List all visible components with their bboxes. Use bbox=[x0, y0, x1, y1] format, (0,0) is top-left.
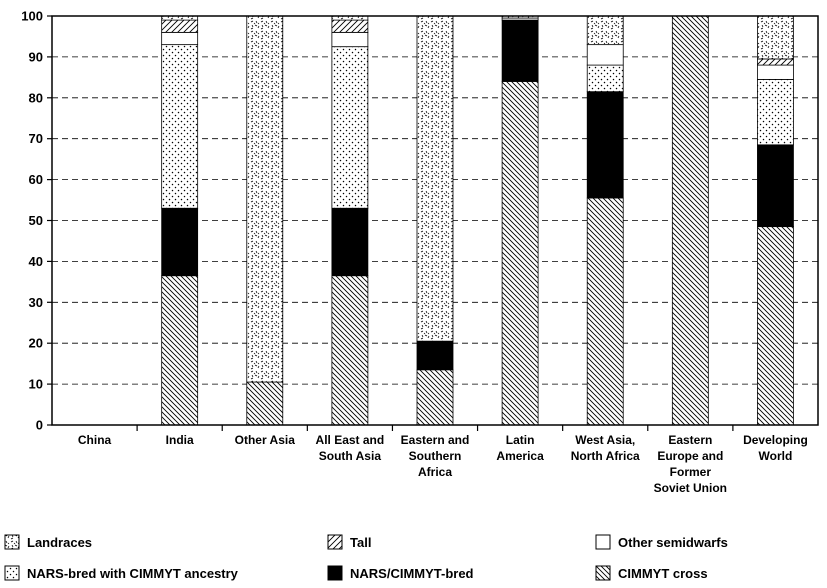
bar-segment-8-5 bbox=[757, 15, 794, 60]
legend: Landraces Tall Other semidwarfs NARS-bred w… bbox=[4, 534, 728, 581]
bar-segment-3-4 bbox=[331, 19, 369, 33]
bar-segment-7-0 bbox=[671, 15, 709, 426]
y-axis-ticks: 0 10 20 30 40 50 60 70 80 90 100 bbox=[21, 9, 52, 433]
bar-segment-2-5 bbox=[246, 15, 284, 383]
legend-swatch-0-1 bbox=[327, 534, 343, 550]
bar-segment-6-0 bbox=[586, 197, 624, 426]
x-category-label-4: Eastern and Southern Africa bbox=[401, 433, 470, 479]
bar-segment-3-2 bbox=[331, 46, 369, 209]
bar-segment-3-1 bbox=[331, 207, 369, 277]
y-tick-label: 70 bbox=[29, 131, 43, 146]
bar-segment-5-0 bbox=[501, 81, 539, 426]
legend-swatch-0-0 bbox=[4, 534, 20, 550]
legend-label-0-2: Other semidwarfs bbox=[618, 535, 728, 550]
y-tick-label: 100 bbox=[21, 9, 43, 24]
x-category-label-0: China bbox=[78, 433, 112, 447]
y-tick-label: 0 bbox=[36, 418, 43, 433]
bar-segment-3-3 bbox=[331, 31, 369, 48]
x-category-label-1: India bbox=[166, 433, 194, 447]
bar-segment-6-1 bbox=[586, 91, 624, 199]
bar-segment-1-3 bbox=[161, 31, 199, 46]
bar-segment-4-0 bbox=[416, 369, 454, 426]
bar-segment-8-1 bbox=[757, 144, 794, 228]
bar-segment-2-0 bbox=[246, 381, 284, 426]
y-tick-label: 90 bbox=[29, 49, 43, 64]
bar-segment-6-3 bbox=[586, 44, 624, 66]
bar-segment-8-2 bbox=[757, 78, 794, 146]
legend-swatch-1-1 bbox=[327, 565, 343, 581]
bar-segment-6-2 bbox=[586, 64, 624, 93]
bar-segment-5-1 bbox=[501, 19, 539, 82]
x-category-label-6: West Asia, North Africa bbox=[571, 433, 640, 463]
bar-segment-8-3 bbox=[757, 64, 794, 80]
bar-segment-4-5 bbox=[416, 15, 454, 342]
x-category-label-8: Developing World bbox=[743, 433, 808, 463]
legend-swatch-1-0 bbox=[4, 565, 20, 581]
legend-label-0-1: Tall bbox=[350, 535, 371, 550]
y-tick-label: 50 bbox=[29, 213, 43, 228]
x-category-label-2: Other Asia bbox=[235, 433, 296, 447]
y-tick-label: 80 bbox=[29, 90, 43, 105]
bar-segment-8-4 bbox=[757, 58, 794, 66]
bar-segment-4-1 bbox=[416, 340, 454, 371]
bars bbox=[161, 15, 794, 426]
y-tick-label: 40 bbox=[29, 254, 43, 269]
x-axis-labels: China India Other Asia All East and South As… bbox=[78, 433, 808, 495]
x-category-label-5: Latin America bbox=[496, 433, 544, 463]
y-tick-label: 10 bbox=[29, 377, 43, 392]
bar-segment-1-2 bbox=[161, 44, 199, 209]
x-category-label-3: All East and South Asia bbox=[316, 433, 385, 463]
legend-label-1-1: NARS/CIMMYT-bred bbox=[350, 566, 474, 581]
legend-swatch-0-2 bbox=[595, 534, 611, 550]
legend-label-0-0: Landraces bbox=[27, 535, 92, 550]
bar-segment-1-0 bbox=[161, 275, 199, 426]
bar-segment-8-0 bbox=[757, 226, 794, 426]
legend-swatch-1-2 bbox=[595, 565, 611, 581]
bar-segment-1-1 bbox=[161, 207, 199, 277]
legend-label-1-2: CIMMYT cross bbox=[618, 566, 708, 581]
legend-label-1-0: NARS-bred with CIMMYT ancestry bbox=[27, 566, 239, 581]
y-tick-label: 60 bbox=[29, 172, 43, 187]
bar-segment-3-0 bbox=[331, 275, 369, 426]
y-tick-label: 20 bbox=[29, 336, 43, 351]
y-tick-label: 30 bbox=[29, 295, 43, 310]
bar-segment-1-4 bbox=[161, 19, 199, 33]
bar-segment-6-5 bbox=[586, 15, 624, 46]
x-category-label-7: Eastern Europe and Former Soviet Union bbox=[654, 433, 727, 495]
